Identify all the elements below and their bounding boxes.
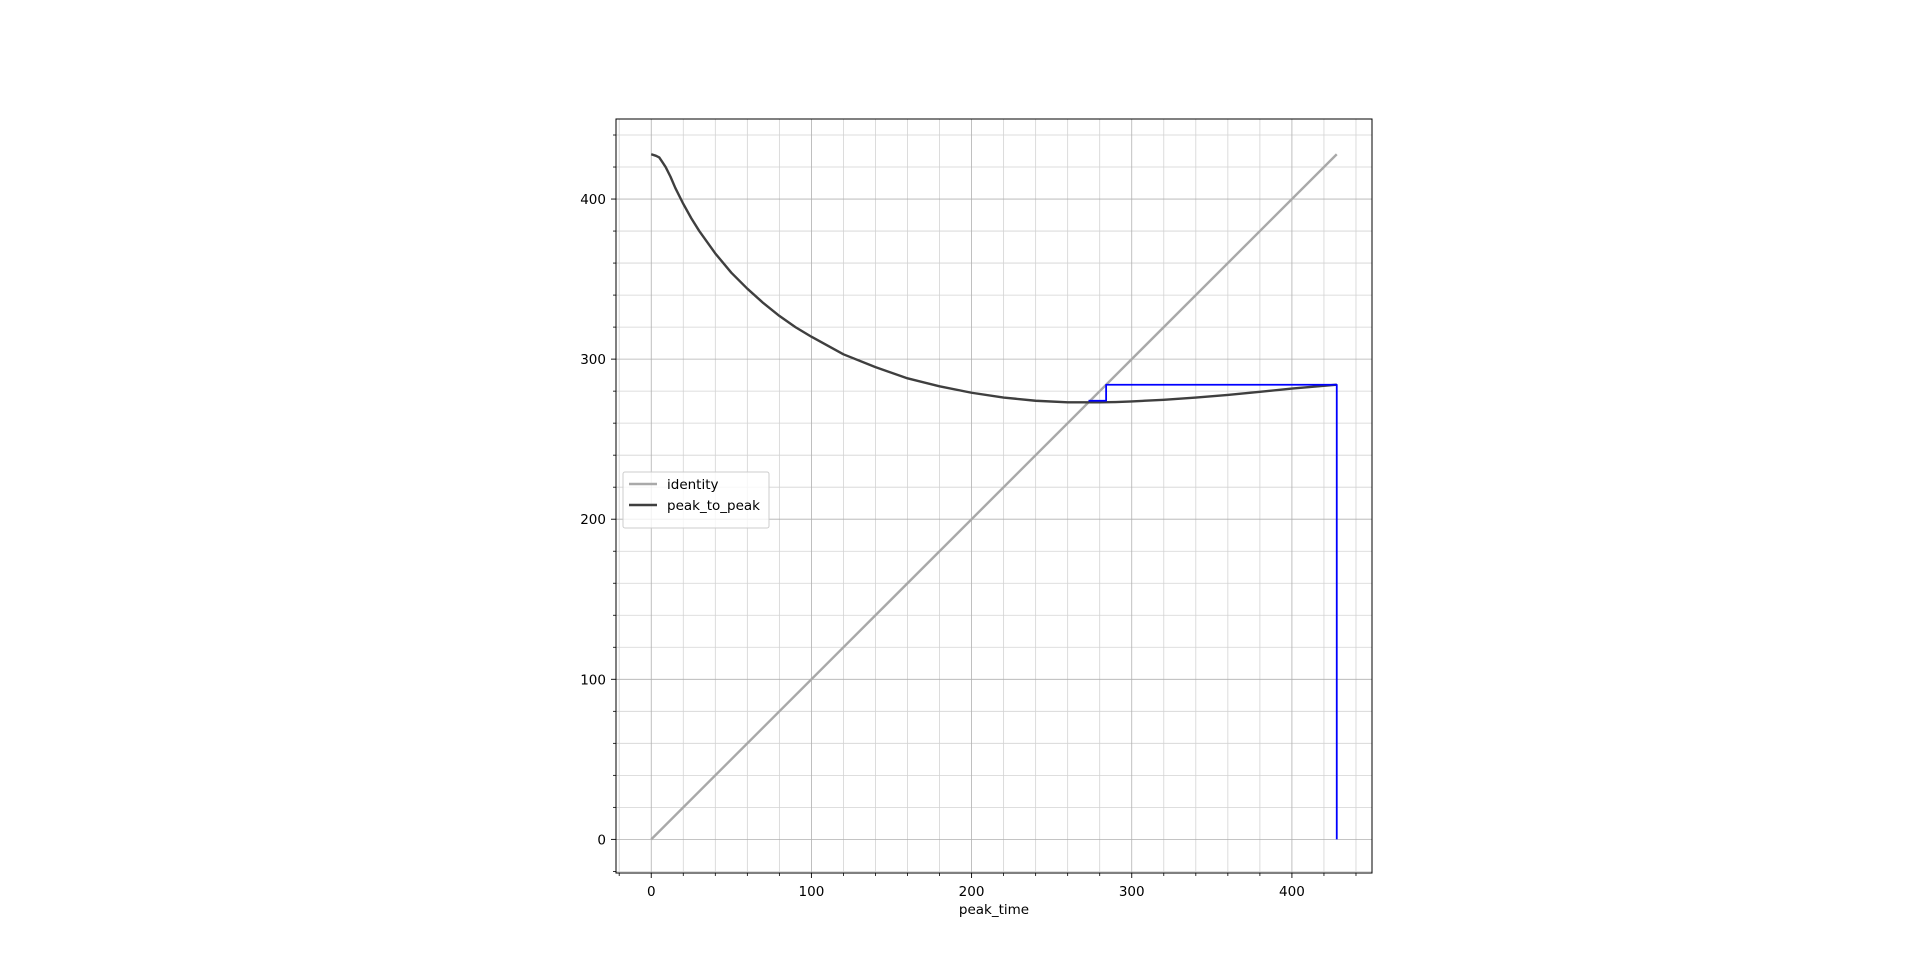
legend-label-identity: identity bbox=[667, 477, 719, 493]
x-axis-label: peak_time bbox=[959, 902, 1029, 918]
plot-frame bbox=[615, 118, 1373, 874]
x-axis-ticks: 0 100 200 300 400 bbox=[618, 873, 1357, 900]
y-axis-ticks: 0 100 200 300 400 bbox=[580, 134, 616, 872]
x-tick-label: 400 bbox=[1279, 884, 1305, 900]
series-line bbox=[1088, 383, 1338, 840]
series-layer bbox=[650, 153, 1338, 841]
y-tick-label: 300 bbox=[580, 352, 606, 368]
minor-grid bbox=[616, 119, 1372, 873]
legend-items: identity peak_to_peak bbox=[629, 477, 760, 514]
y-tick-label: 0 bbox=[597, 832, 606, 848]
legend-box bbox=[622, 471, 770, 529]
x-tick-label: 100 bbox=[799, 884, 825, 900]
y-tick-label: 100 bbox=[580, 672, 606, 688]
x-tick-label: 0 bbox=[647, 884, 656, 900]
x-tick-label: 200 bbox=[959, 884, 985, 900]
y-tick-label: 400 bbox=[580, 192, 606, 208]
legend: identity peak_to_peak bbox=[622, 471, 770, 529]
y-tick-label: 200 bbox=[580, 512, 606, 528]
identity-line bbox=[650, 153, 1338, 841]
legend-label-peak-to-peak: peak_to_peak bbox=[667, 498, 760, 514]
peak-to-peak-line bbox=[650, 153, 1337, 404]
x-tick-label: 300 bbox=[1119, 884, 1145, 900]
